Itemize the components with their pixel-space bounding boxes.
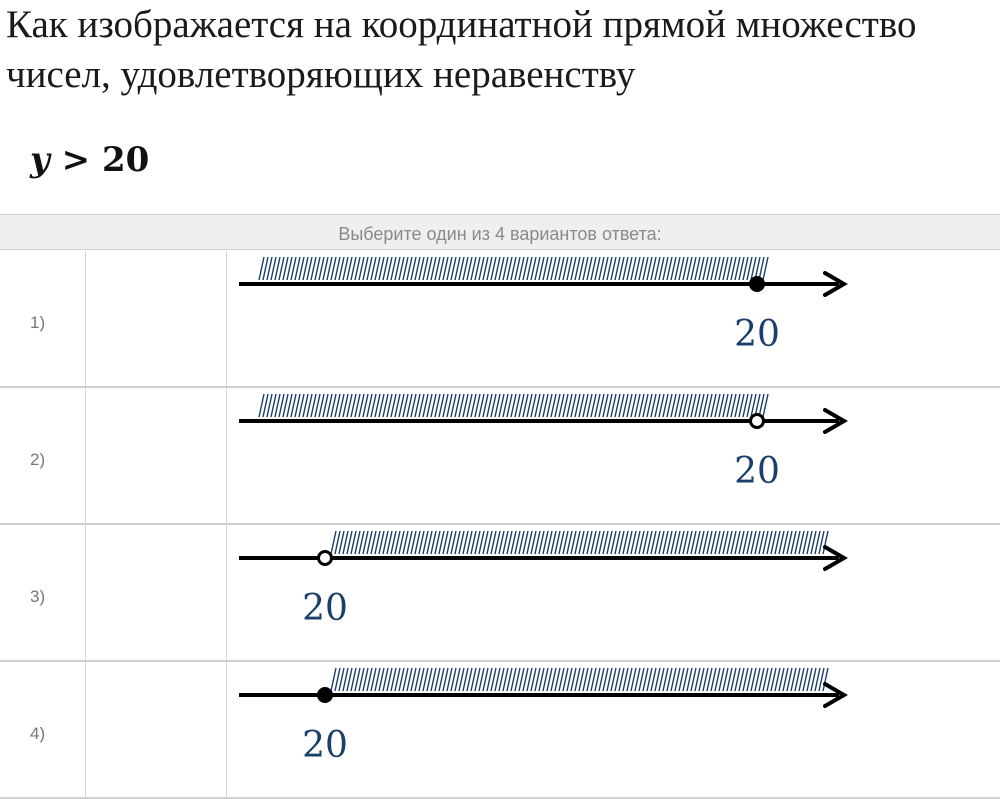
- point-label: 20: [302, 588, 348, 629]
- question-line-1: Как изображается на координатной прямой …: [6, 3, 917, 46]
- filled-point: [317, 687, 333, 703]
- option-number: 2): [30, 450, 46, 469]
- answer-option-2[interactable]: 2) 20: [0, 388, 1000, 525]
- option-select-cell[interactable]: [86, 251, 227, 386]
- option-number-cell: 2): [0, 388, 86, 523]
- hatch-shading: [330, 530, 829, 555]
- question-text: Как изображается на координатной прямой …: [6, 0, 996, 100]
- option-number-cell: 3): [0, 525, 86, 660]
- point-label: 20: [734, 451, 780, 492]
- hatch-shading: [258, 256, 769, 281]
- arrow-head: [823, 271, 848, 297]
- option-select-cell[interactable]: [86, 662, 227, 797]
- number-line-icon: 20: [239, 393, 848, 492]
- inequality-formula: y > 20: [30, 140, 149, 180]
- answers-header-text: Выберите один из 4 вариантов ответа:: [338, 224, 662, 244]
- arrow-head: [823, 408, 848, 434]
- answer-option-1[interactable]: 1) 20: [0, 251, 1000, 388]
- open-point: [749, 413, 765, 429]
- point-label: 20: [302, 725, 348, 766]
- answers-header: Выберите один из 4 вариантов ответа:: [0, 214, 1000, 250]
- answer-option-3[interactable]: 3) 20: [0, 525, 1000, 662]
- option-number: 3): [30, 587, 46, 606]
- point-label: 20: [734, 314, 780, 355]
- option-number-cell: 1): [0, 251, 86, 386]
- question-line-2: чисел, удовлетворяющих неравенству: [6, 53, 636, 96]
- formula-operator: >: [49, 140, 102, 180]
- formula-variable: y: [30, 140, 50, 180]
- arrow-head: [823, 545, 848, 571]
- option-number: 1): [30, 313, 46, 332]
- number-line-icon: 20: [239, 667, 848, 766]
- formula-value: 20: [101, 140, 150, 180]
- hatch-shading: [258, 393, 769, 418]
- number-line-icon: 20: [239, 256, 848, 355]
- option-number: 4): [30, 724, 46, 743]
- filled-point: [749, 276, 765, 292]
- open-point: [317, 550, 333, 566]
- arrow-head: [823, 682, 848, 708]
- option-select-cell[interactable]: [86, 525, 227, 660]
- answer-option-4[interactable]: 4) 20: [0, 662, 1000, 799]
- hatch-shading: [330, 667, 829, 692]
- option-number-cell: 4): [0, 662, 86, 797]
- option-select-cell[interactable]: [86, 388, 227, 523]
- number-line-icon: 20: [239, 530, 848, 629]
